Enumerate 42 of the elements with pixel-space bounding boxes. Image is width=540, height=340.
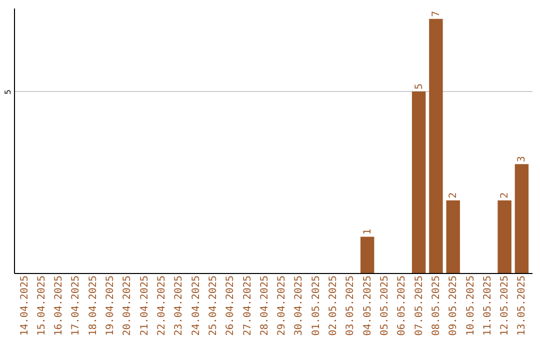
x-tick-label: 16.04.2025 [54, 276, 65, 336]
bar [514, 164, 529, 273]
x-tick-label: 22.04.2025 [156, 276, 168, 336]
x-tick-label: 14.04.2025 [19, 276, 30, 336]
x-tick-label: 27.04.2025 [242, 276, 254, 336]
x-tick-label: 29.04.2025 [276, 276, 288, 336]
bar [446, 200, 460, 273]
x-tick-label: 10.05.2025 [465, 276, 476, 336]
x-tick-label: 19.04.2025 [105, 276, 116, 336]
x-tick-label: 21.04.2025 [139, 276, 150, 336]
x-tick-label: 17.04.2025 [70, 276, 82, 336]
x-tick-label: 08.05.2025 [430, 276, 442, 336]
x-tick-label: 05.05.2025 [379, 276, 390, 336]
x-tick-label: 25.04.2025 [208, 276, 219, 336]
x-tick-label: 01.05.2025 [310, 276, 322, 336]
data-label: 2 [500, 192, 511, 198]
x-tick-label: 28.04.2025 [259, 276, 270, 336]
data-label: 3 [516, 156, 528, 162]
x-tick-label: 12.05.2025 [500, 276, 511, 336]
x-tick-label: 06.05.2025 [396, 276, 408, 336]
x-tick-label: 15.04.2025 [36, 276, 48, 336]
bar [429, 18, 443, 273]
x-tick-label: 09.05.2025 [448, 276, 460, 336]
bar [360, 236, 374, 273]
x-tick-label: 24.04.2025 [190, 276, 202, 336]
x-tick-label: 07.05.2025 [414, 276, 425, 336]
bar [412, 91, 426, 273]
bar [498, 200, 512, 273]
x-tick-label: 26.04.2025 [225, 276, 236, 336]
x-tick-label: 18.04.2025 [88, 276, 99, 336]
x-tick-label: 04.05.2025 [362, 276, 374, 336]
data-label: 7 [430, 10, 442, 17]
x-tick-label: 02.05.2025 [328, 276, 340, 336]
x-tick-label: 20.04.2025 [122, 276, 134, 336]
data-label: 5 [414, 83, 425, 90]
data-label: 1 [362, 228, 374, 235]
data-label: 2 [448, 192, 460, 198]
x-tick-label: 13.05.2025 [516, 276, 528, 336]
x-tick-label: 30.04.2025 [294, 276, 305, 336]
x-tick-label: 11.05.2025 [482, 276, 494, 336]
x-tick-label: 03.05.2025 [345, 276, 356, 336]
x-tick-label: 23.04.2025 [174, 276, 185, 336]
